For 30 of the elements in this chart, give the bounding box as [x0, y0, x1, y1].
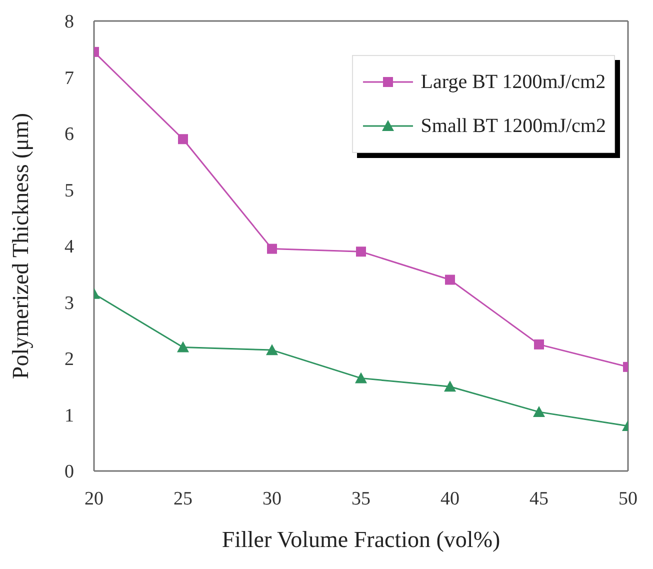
x-tick-label: 40 [440, 488, 460, 510]
point [266, 344, 278, 356]
legend-label: Large BT 1200mJ/cm2 [420, 70, 606, 94]
point [355, 372, 367, 384]
x-tick-label: 50 [618, 488, 638, 510]
y-tick-label: 4 [64, 236, 74, 258]
point [177, 341, 189, 352]
y-tick-label: 1 [64, 405, 74, 426]
x-tick-label: 30 [262, 488, 282, 510]
point [356, 246, 366, 257]
point [444, 380, 456, 392]
x-tick-label: 45 [530, 488, 548, 510]
point [267, 244, 277, 254]
x-tick-label: 25 [174, 488, 192, 510]
y-tick-label: 5 [64, 180, 74, 202]
y-tick-label: 3 [64, 292, 74, 314]
point [533, 406, 545, 417]
x-axis-title: Filler Volume Fraction (vol%) [222, 527, 500, 552]
y-tick-label: 7 [64, 68, 74, 89]
point [534, 339, 544, 350]
x-tick-label: 35 [352, 488, 370, 510]
y-tick-label: 8 [64, 12, 74, 33]
y-tick-label: 6 [64, 124, 74, 146]
point [445, 274, 455, 285]
y-tick-label: 2 [64, 349, 74, 370]
y-axis-title: Polymerized Thickness (μm) [8, 112, 34, 380]
x-tick-label: 20 [84, 488, 104, 510]
point [178, 134, 188, 144]
y-tick-label: 0 [64, 462, 74, 483]
legend-label: Small BT 1200mJ/cm2 [420, 114, 606, 138]
